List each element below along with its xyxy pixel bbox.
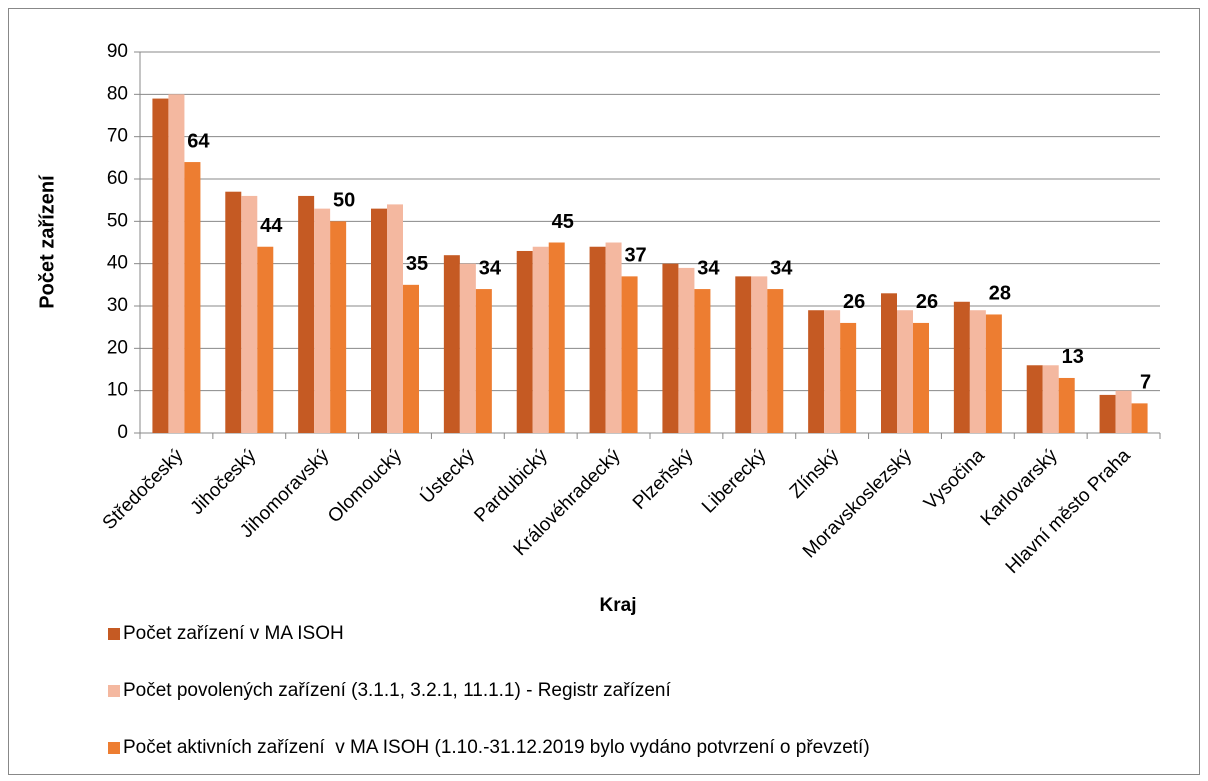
y-tick-label: 70 bbox=[107, 126, 128, 147]
data-label: 13 bbox=[1062, 346, 1084, 368]
bar bbox=[443, 255, 460, 433]
x-axis-label: Kraj bbox=[600, 595, 637, 616]
legend-label: Počet aktivních zařízení v MA ISOH (1.10… bbox=[123, 737, 870, 758]
bar bbox=[1026, 365, 1043, 433]
data-label: 50 bbox=[333, 190, 355, 212]
y-axis-label: Počet zařízení bbox=[36, 174, 58, 309]
bar bbox=[808, 310, 825, 433]
legend-swatch bbox=[108, 742, 120, 754]
data-label: 44 bbox=[260, 215, 283, 237]
bar bbox=[241, 195, 258, 433]
bar bbox=[751, 276, 768, 433]
bar bbox=[298, 195, 315, 433]
legend-label: Počet povolených zařízení (3.1.1, 3.2.1,… bbox=[123, 680, 671, 701]
bar bbox=[330, 221, 347, 433]
bar bbox=[1131, 403, 1148, 433]
bar bbox=[735, 276, 752, 433]
legend-label: Počet zařízení v MA ISOH bbox=[123, 623, 344, 644]
bar bbox=[168, 94, 185, 433]
bar bbox=[1099, 394, 1116, 433]
bar bbox=[897, 310, 913, 433]
bar bbox=[314, 208, 331, 433]
bar bbox=[985, 314, 1002, 433]
y-tick-label: 30 bbox=[107, 295, 128, 316]
data-label: 34 bbox=[697, 257, 720, 279]
bar bbox=[152, 98, 169, 434]
y-tick-label: 20 bbox=[107, 337, 128, 358]
y-tick-label: 90 bbox=[107, 41, 128, 62]
data-label: 64 bbox=[187, 130, 210, 152]
data-label: 37 bbox=[624, 245, 646, 267]
bar bbox=[387, 204, 403, 433]
y-tick-label: 60 bbox=[107, 168, 128, 189]
bar bbox=[662, 263, 679, 433]
bar bbox=[1042, 365, 1059, 433]
y-tick-label: 80 bbox=[107, 83, 128, 104]
bar bbox=[678, 267, 695, 433]
bar bbox=[516, 250, 533, 433]
bar bbox=[767, 289, 784, 433]
data-label: 26 bbox=[843, 291, 865, 313]
bar bbox=[532, 246, 549, 433]
y-tick-label: 50 bbox=[107, 210, 128, 231]
bar bbox=[475, 289, 492, 433]
data-label: 35 bbox=[406, 253, 428, 275]
legend-swatch bbox=[108, 628, 120, 640]
bar bbox=[694, 289, 711, 433]
bar bbox=[881, 293, 897, 433]
bar bbox=[840, 322, 857, 433]
data-label: 45 bbox=[552, 211, 574, 233]
bar bbox=[257, 246, 274, 433]
data-label: 28 bbox=[989, 283, 1011, 305]
bar bbox=[969, 310, 986, 433]
bar bbox=[548, 242, 565, 433]
y-tick-label: 10 bbox=[107, 380, 128, 401]
bar bbox=[403, 284, 419, 433]
data-label: 26 bbox=[916, 291, 938, 313]
bar bbox=[459, 263, 476, 433]
bar bbox=[1115, 390, 1132, 433]
bar bbox=[824, 310, 841, 433]
bar bbox=[371, 208, 387, 433]
bar bbox=[589, 246, 606, 433]
y-tick-label: 0 bbox=[117, 422, 128, 443]
data-label: 34 bbox=[770, 257, 793, 279]
bar bbox=[953, 301, 970, 433]
bar bbox=[184, 162, 201, 434]
legend-swatch bbox=[108, 685, 120, 697]
bar bbox=[225, 191, 242, 433]
data-label: 34 bbox=[479, 257, 502, 279]
y-tick-label: 40 bbox=[107, 253, 128, 274]
bar bbox=[1058, 377, 1075, 433]
data-label: 7 bbox=[1140, 372, 1151, 394]
bar bbox=[621, 276, 638, 433]
bar bbox=[913, 322, 929, 433]
bar bbox=[605, 242, 622, 433]
